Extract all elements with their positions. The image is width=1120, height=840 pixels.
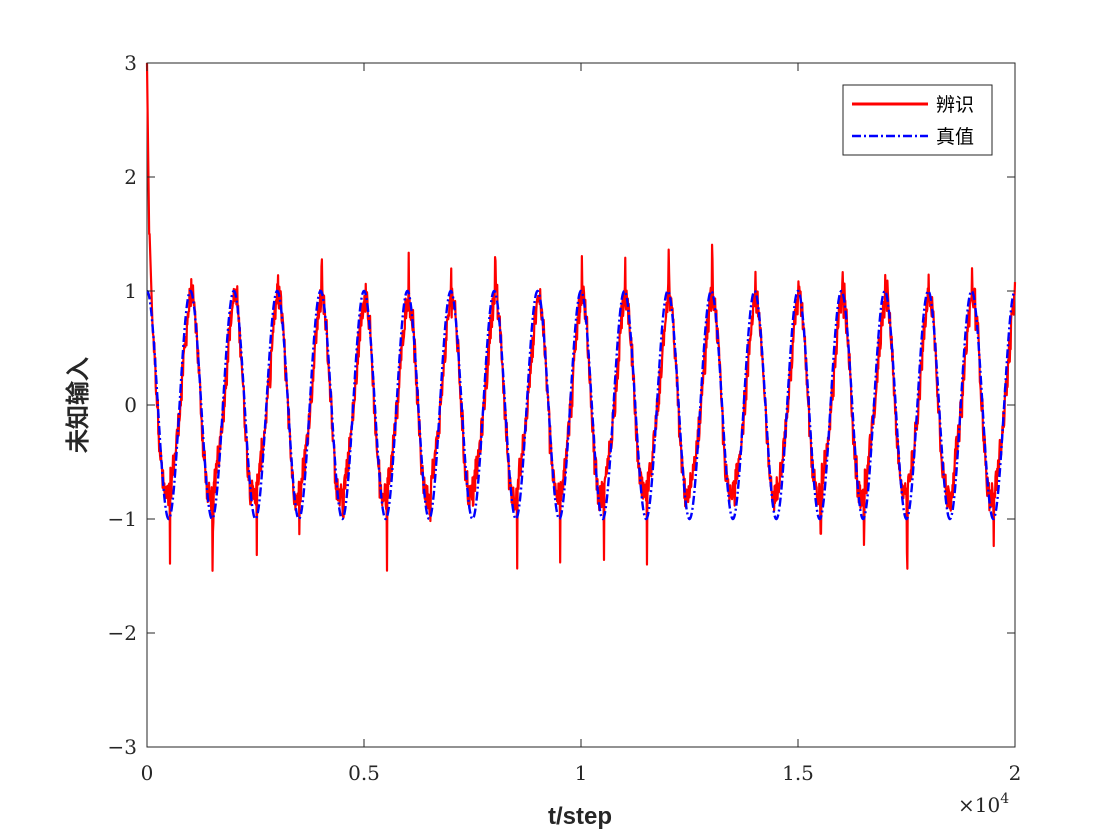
series-layer [145, 62, 1017, 572]
axes-box [146, 62, 1016, 748]
legend-label-true: 真值 [936, 126, 974, 148]
x-tick-label: 1.5 [782, 761, 814, 785]
y-tick-label: 3 [124, 51, 137, 75]
plot-area: 0 0.5 1 1.5 2 −3 −2 −1 0 1 2 3 [108, 51, 1022, 785]
y-tick-label: −1 [108, 507, 137, 531]
x-exponent-power: 4 [1000, 791, 1009, 807]
ticks-layer: 0 0.5 1 1.5 2 −3 −2 −1 0 1 2 3 [108, 51, 1022, 785]
legend-box [842, 84, 993, 156]
y-axis-title: 未知输入 [64, 357, 92, 453]
x-tick-label: 1 [575, 761, 588, 785]
x-tick-label: 0 [141, 761, 154, 785]
x-axis-title: t/step [548, 803, 612, 830]
y-tick-label: −2 [108, 621, 137, 645]
series-line-true [146, 289, 1016, 521]
y-tick-label: 1 [124, 279, 137, 303]
y-tick-label: −3 [108, 735, 137, 759]
svg-text:×104: ×104 [958, 791, 1009, 817]
y-tick-label: 0 [124, 393, 137, 417]
y-tick-label: 2 [124, 165, 137, 189]
legend: 辨识 真值 [842, 84, 993, 156]
legend-label-identified: 辨识 [936, 94, 974, 116]
x-tick-label: 2 [1009, 761, 1022, 785]
x-axis-exponent: ×104 [958, 791, 1009, 817]
x-exponent-base: ×10 [958, 793, 1000, 817]
x-tick-label: 0.5 [348, 761, 380, 785]
